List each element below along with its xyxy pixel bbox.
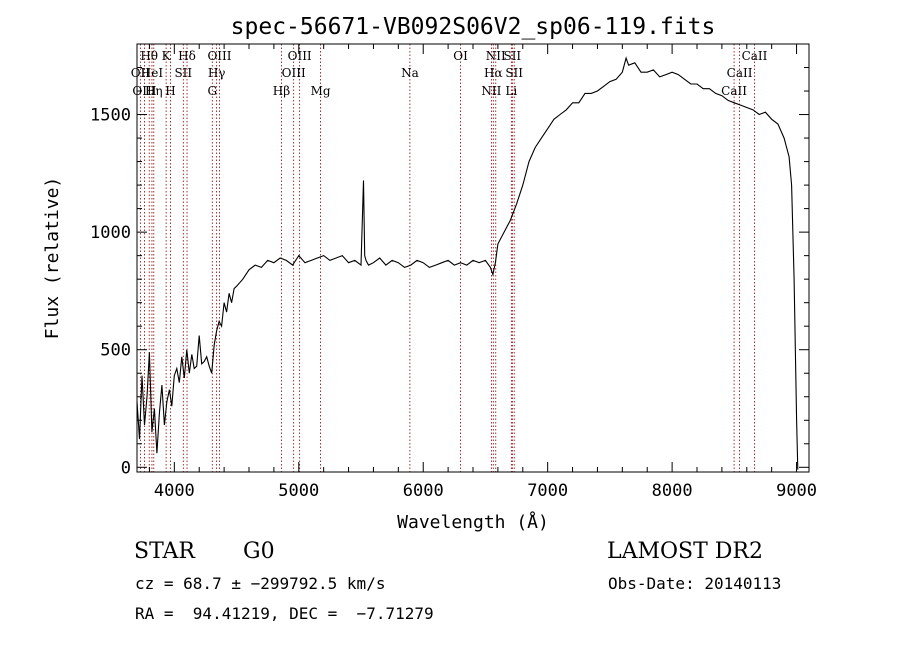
line-label: Hγ (208, 66, 226, 80)
plot-frame (136, 43, 810, 473)
line-label: SII (174, 66, 192, 80)
y-axis-ticks: 0 500 1000 1500 (90, 67, 809, 478)
line-label: OIII (132, 84, 156, 98)
line-label: OIII (207, 49, 231, 63)
survey-name: LAMOST DR2 (607, 539, 763, 564)
y-tick-label: 0 (121, 458, 131, 478)
line-label: HeI (141, 66, 164, 80)
obs-date-line: Obs-Date: 20140113 (608, 574, 782, 593)
line-label: Hδ (178, 49, 196, 63)
spectrum-line (136, 56, 799, 470)
line-label: Hβ (273, 84, 290, 98)
line-label: H (165, 84, 175, 98)
coordinates-line: RA = 94.41219, DEC = −7.71279 (135, 604, 434, 623)
line-label: SII (503, 49, 521, 63)
line-label: OI (453, 49, 468, 63)
y-tick-label: 500 (100, 341, 131, 361)
line-label: Na (401, 66, 419, 80)
redshift-line: cz = 68.7 ± −299792.5 km/s (135, 574, 386, 593)
line-label: CaII (727, 66, 753, 80)
line-label: G (207, 84, 217, 98)
emission-line-markers (139, 44, 755, 472)
line-label: Hη (145, 84, 163, 98)
line-label: CaII (721, 84, 747, 98)
x-tick-label: 6000 (403, 481, 444, 501)
x-tick-label: 9000 (776, 481, 817, 501)
object-class: STAR (134, 539, 195, 564)
line-label: Hα (484, 66, 503, 80)
line-label: CaII (742, 49, 768, 63)
x-tick-label: 5000 (278, 481, 319, 501)
line-label: K (162, 49, 172, 63)
line-label: NII (481, 84, 501, 98)
y-axis-label: Flux (relative) (42, 177, 63, 340)
y-tick-label: 1000 (90, 223, 131, 243)
emission-line-labels: Hθ OII OIII HeI Hη K H Hδ SII OIII Hγ G Hβ OIII OIII Mg… (131, 49, 768, 98)
line-label: SII (505, 66, 523, 80)
chart-title: spec-56671-VB092S06V2_sp06-119.fits (231, 14, 716, 40)
x-tick-label: 7000 (527, 481, 568, 501)
line-label: OII (131, 66, 151, 80)
x-tick-label: 8000 (652, 481, 693, 501)
x-axis-label: Wavelength (Å) (397, 511, 549, 533)
line-label: NII (486, 49, 506, 63)
x-tick-label: 4000 (154, 481, 195, 501)
line-label: Hθ (140, 49, 158, 63)
line-label: OIII (282, 66, 306, 80)
y-tick-label: 1500 (90, 106, 131, 126)
object-subclass: G0 (243, 539, 275, 564)
line-label: OIII (288, 49, 312, 63)
line-label: Li (505, 84, 517, 98)
line-label: Mg (311, 84, 331, 98)
x-axis-ticks: 4000 5000 6000 7000 8000 9000 (148, 44, 817, 501)
